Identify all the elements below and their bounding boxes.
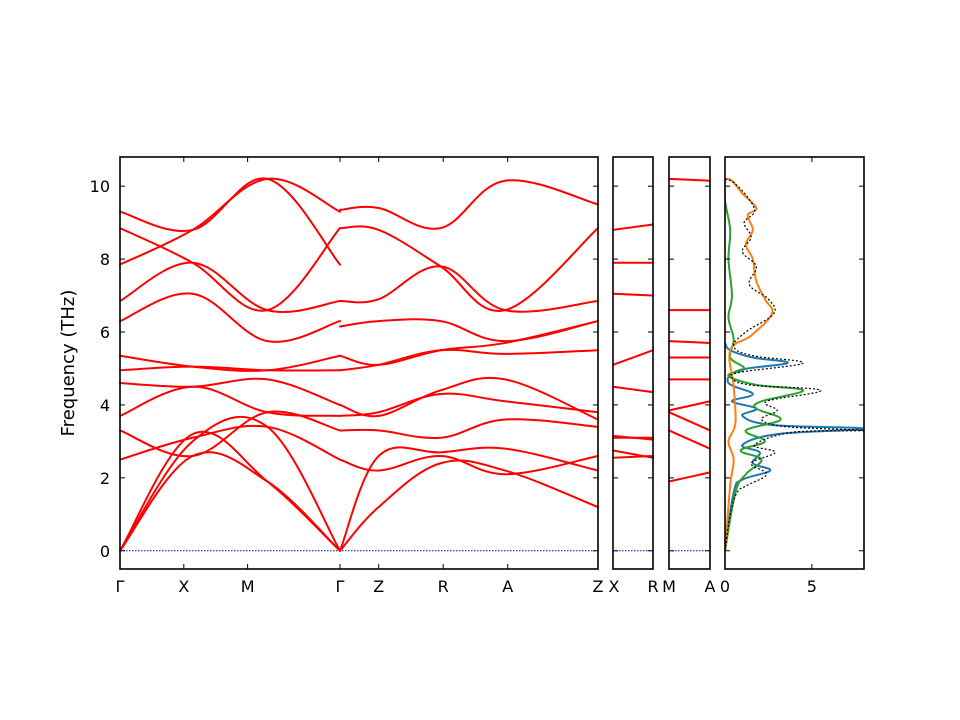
- panel-frame: [119, 156, 599, 570]
- phonon-band: [612, 223, 654, 231]
- phonon-band: [612, 292, 654, 297]
- high-symmetry-label: A: [705, 577, 716, 596]
- phonon-band: [339, 318, 599, 343]
- phonon-band: [668, 429, 711, 450]
- phonon-band: [612, 385, 654, 394]
- phonon-band: [119, 416, 341, 552]
- phonon-band: [339, 265, 599, 313]
- high-symmetry-label: X: [178, 577, 189, 596]
- dos-partial-curve: [725, 342, 864, 551]
- dos-total-curve: [725, 178, 864, 551]
- high-symmetry-label: M: [662, 577, 676, 596]
- phonon-band: [339, 446, 599, 552]
- y-tick-label: 0: [100, 542, 110, 561]
- phonon-band: [668, 471, 711, 483]
- panel-frame: [612, 156, 654, 570]
- band-segment: [612, 223, 654, 459]
- dos-partial-curve: [725, 177, 774, 551]
- phonon-band: [119, 385, 341, 417]
- dos-curves: [725, 177, 864, 551]
- phonon-band: [668, 340, 711, 344]
- dos-x-tick-label: 5: [807, 577, 817, 596]
- phonon-band: [339, 459, 599, 552]
- y-tick-label: 6: [100, 323, 110, 342]
- phonon-band: [612, 434, 654, 441]
- high-symmetry-label: Z: [593, 577, 604, 596]
- phonon-band: [119, 177, 341, 266]
- y-tick-label: 10: [90, 177, 110, 196]
- phonon-band: [668, 400, 711, 412]
- phonon-band: [119, 424, 341, 461]
- phonon-band: [668, 177, 711, 182]
- phonon-band: [119, 261, 341, 313]
- phonon-band: [339, 454, 599, 476]
- y-tick-label: 8: [100, 250, 110, 269]
- y-axis-label: Frequency (THz): [58, 290, 79, 437]
- phonon-band: [612, 349, 654, 366]
- high-symmetry-label: Γ: [116, 577, 125, 596]
- phonon-band: [339, 179, 599, 230]
- high-symmetry-label: R: [438, 577, 449, 596]
- phonon-band: [339, 392, 599, 417]
- phonon-band: [339, 320, 599, 366]
- phonon-band: [119, 430, 341, 552]
- phonon-band: [119, 410, 341, 458]
- panel-frame: [668, 156, 711, 570]
- phonon-band: [339, 348, 599, 372]
- high-symmetry-label: Z: [373, 577, 384, 596]
- phonon-band: [119, 177, 341, 266]
- band-segment: [668, 177, 711, 483]
- phonon-band: [612, 454, 654, 459]
- high-symmetry-label: Γ: [336, 577, 345, 596]
- phonon-band: [119, 227, 341, 312]
- high-symmetry-label: X: [609, 577, 620, 596]
- y-tick-label: 2: [100, 469, 110, 488]
- dos-x-tick-label: 0: [720, 577, 730, 596]
- high-symmetry-label: A: [502, 577, 513, 596]
- phonon-band: [612, 449, 654, 459]
- phonon-band: [668, 411, 711, 432]
- phonon-band: [119, 377, 341, 406]
- phonon-band: [119, 292, 341, 343]
- band-segment: [339, 179, 599, 552]
- panel-frame: [724, 156, 865, 570]
- high-symmetry-label: M: [241, 577, 255, 596]
- phonon-band: [339, 225, 599, 312]
- phonon-band: [339, 418, 599, 440]
- phonon-band: [119, 365, 341, 372]
- band-segment: [119, 177, 341, 552]
- phonon-band: [119, 354, 341, 372]
- high-symmetry-label: R: [647, 577, 658, 596]
- y-tick-label: 4: [100, 396, 110, 415]
- phonon-band: [119, 451, 341, 552]
- phonon-band: [339, 376, 599, 421]
